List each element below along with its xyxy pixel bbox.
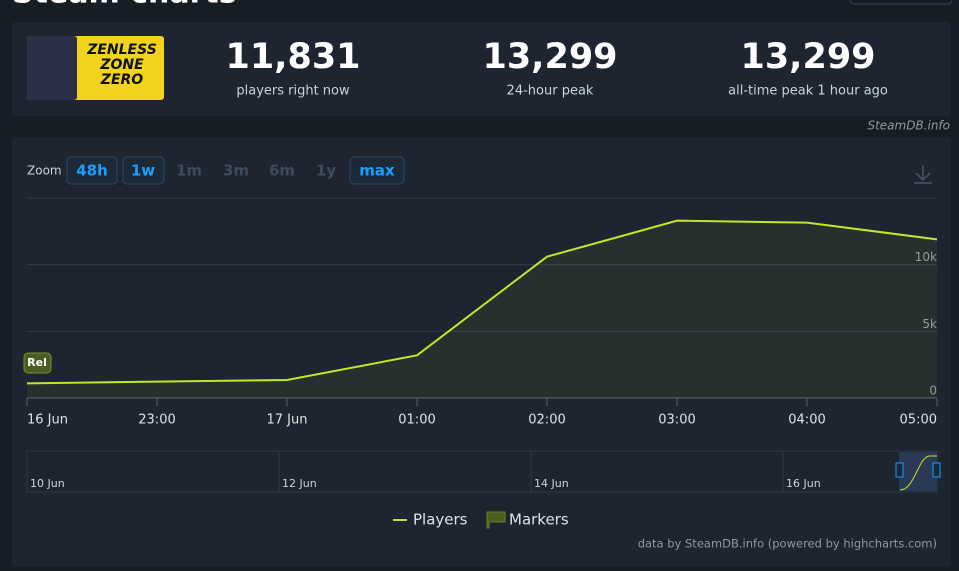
logo-text: ZERO	[100, 72, 143, 88]
credits[interactable]: data by SteamDB.info (powered by highcha…	[638, 537, 937, 551]
x-tick-label: 04:00	[788, 413, 825, 428]
x-tick-label: 03:00	[658, 413, 695, 428]
legend-swatch	[486, 511, 506, 529]
y-tick-label: 0	[929, 384, 937, 398]
source[interactable]: SteamDB.info	[867, 119, 950, 133]
stat-label: all-time peak 1 hour ago	[728, 84, 888, 99]
navigator-label: 14 Jun	[534, 477, 569, 490]
page-title: Steam charts	[12, 0, 237, 11]
zoom-button[interactable]	[66, 156, 118, 185]
navigator-line	[899, 455, 937, 491]
top-button[interactable]	[849, 0, 953, 5]
legend-label: Markers	[509, 511, 569, 529]
zoom-text[interactable]: 1w	[131, 162, 155, 180]
chart-card	[12, 137, 951, 567]
x-tick-label: 16 Jun	[27, 413, 68, 428]
x-tick-label: 05:00	[900, 413, 937, 428]
x-tick-label: 02:00	[528, 413, 565, 428]
navigator-label: 10 Jun	[30, 477, 65, 490]
x-tick-label: 17 Jun	[267, 413, 308, 428]
stats-card	[12, 22, 951, 116]
navigator-window[interactable]	[899, 452, 937, 491]
navigator-handle[interactable]	[895, 462, 904, 478]
stat-value: 11,831	[225, 37, 360, 77]
event-label: Rel	[27, 356, 47, 369]
zoom-text[interactable]: 3m	[223, 162, 249, 180]
y-tick-label: 5k	[922, 317, 937, 331]
x-tick-label: 01:00	[398, 413, 435, 428]
zoom-text[interactable]: 6m	[269, 162, 295, 180]
stat-label: players right now	[236, 84, 350, 99]
zoom-button[interactable]	[122, 156, 165, 185]
logo-art	[27, 36, 77, 100]
zoom-text[interactable]: 1m	[176, 162, 202, 180]
navigator-handle[interactable]	[932, 462, 941, 478]
logo-text: ZENLESS	[86, 42, 157, 58]
zoom-text[interactable]: max	[359, 162, 395, 180]
stat-label: 24-hour peak	[507, 84, 594, 99]
download-icon[interactable]	[914, 165, 932, 184]
zoom-text[interactable]: 1y	[316, 162, 336, 180]
zoom-label: Zoom	[27, 164, 62, 178]
stat-value: 13,299	[740, 37, 875, 77]
event-flag	[23, 352, 52, 374]
area	[27, 220, 937, 398]
series-line	[26, 219, 938, 385]
zoom-text[interactable]: 48h	[76, 162, 108, 180]
y-tick-label: 10k	[915, 250, 937, 264]
x-tick-label: 23:00	[138, 413, 175, 428]
navigator-label: 12 Jun	[282, 477, 317, 490]
navigator-label: 16 Jun	[786, 477, 821, 490]
logo-text: ZONE	[99, 57, 144, 73]
stat-value: 13,299	[482, 37, 617, 77]
zoom-button[interactable]	[349, 156, 405, 185]
legend-label[interactable]: Players	[413, 511, 468, 529]
